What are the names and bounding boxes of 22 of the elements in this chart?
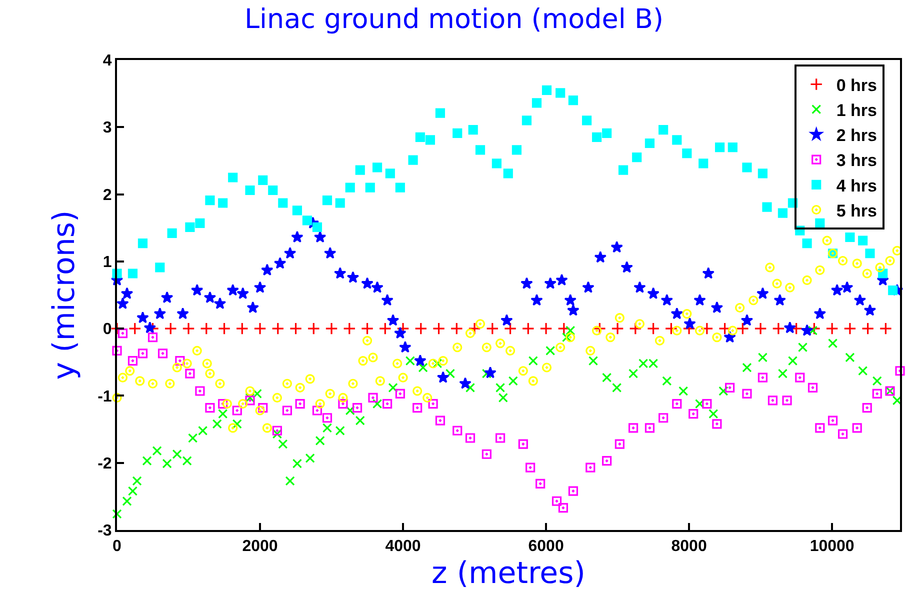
chart-title: Linac ground motion (model B) xyxy=(244,4,664,36)
legend-label: 0 hrs xyxy=(836,76,877,95)
y-axis-title: y (microns) xyxy=(47,210,82,380)
y-tick-label: 4 xyxy=(102,52,112,70)
y-tick-label: 1 xyxy=(102,254,112,272)
y-tick-label: -1 xyxy=(98,388,112,406)
legend-label: 1 hrs xyxy=(836,100,877,120)
x-tick-label: 4000 xyxy=(385,538,421,556)
legend-label: 3 hrs xyxy=(836,151,877,170)
y-tick-label: -3 xyxy=(98,522,112,540)
x-axis-title: z (metres) xyxy=(432,556,586,592)
y-tick-label: 0 xyxy=(102,321,112,338)
x-tick-label: 6000 xyxy=(528,538,564,556)
x-tick-label: 8000 xyxy=(671,538,707,556)
y-tick-label: 2 xyxy=(102,186,112,204)
y-tick-label: -2 xyxy=(98,455,112,472)
legend-label: 2 hrs xyxy=(836,126,877,146)
y-tick-label: 3 xyxy=(102,120,112,137)
x-tick-label: 10000 xyxy=(810,538,854,556)
legend-label: 4 hrs xyxy=(836,176,877,196)
legend-label: 5 hrs xyxy=(836,201,877,220)
x-tick-label: 2000 xyxy=(242,538,278,556)
